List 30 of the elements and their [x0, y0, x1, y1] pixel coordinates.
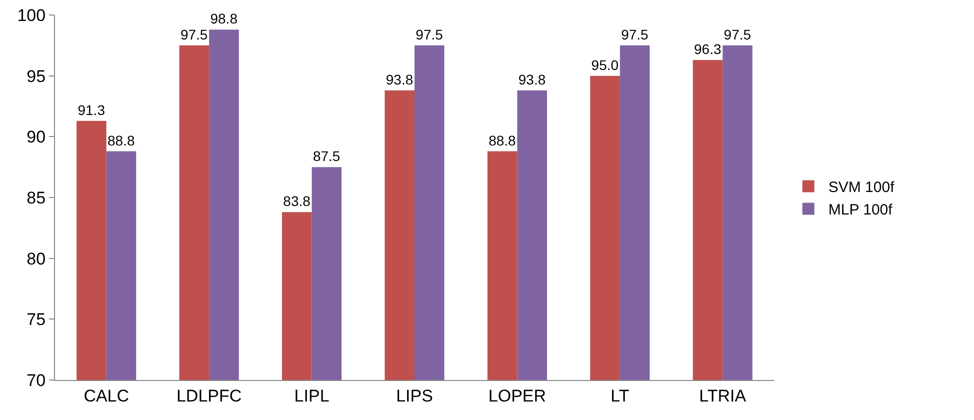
- y-tick-label: 95: [26, 66, 46, 86]
- x-tick-label: CALC: [84, 386, 130, 406]
- y-tick-label: 80: [26, 249, 46, 268]
- data-label: 88.8: [108, 132, 135, 148]
- data-label: 91.3: [78, 102, 106, 118]
- y-tick-label: 75: [26, 310, 46, 330]
- y-tick-label: 85: [26, 188, 46, 208]
- legend-label: MLP 100f: [828, 202, 894, 219]
- x-tick-label: LT: [610, 386, 630, 406]
- data-label: 87.5: [312, 148, 340, 164]
- y-tick-label: 100: [17, 6, 46, 25]
- y-tick-label: 70: [26, 370, 46, 390]
- data-label: 97.5: [724, 26, 752, 42]
- data-label: 97.5: [621, 26, 649, 42]
- data-label: 96.3: [694, 41, 722, 58]
- x-tick-label: LIPL: [294, 386, 330, 406]
- x-tick-label: LDLPFC: [176, 386, 242, 406]
- data-label: 98.8: [210, 10, 238, 27]
- data-label: 93.8: [518, 71, 546, 88]
- data-label: 97.5: [416, 26, 444, 42]
- legend-label: SVM 100f: [828, 179, 896, 196]
- data-label: 95.0: [591, 56, 619, 73]
- y-tick-label: 90: [26, 128, 46, 147]
- data-label: 83.8: [283, 193, 311, 210]
- data-label: 97.5: [180, 26, 208, 42]
- data-label: 93.8: [386, 71, 414, 88]
- x-tick-label: LOPER: [488, 386, 546, 406]
- data-label: 88.8: [488, 132, 516, 148]
- x-tick-label: LIPS: [396, 386, 433, 406]
- x-tick-label: LTRIA: [699, 386, 747, 406]
